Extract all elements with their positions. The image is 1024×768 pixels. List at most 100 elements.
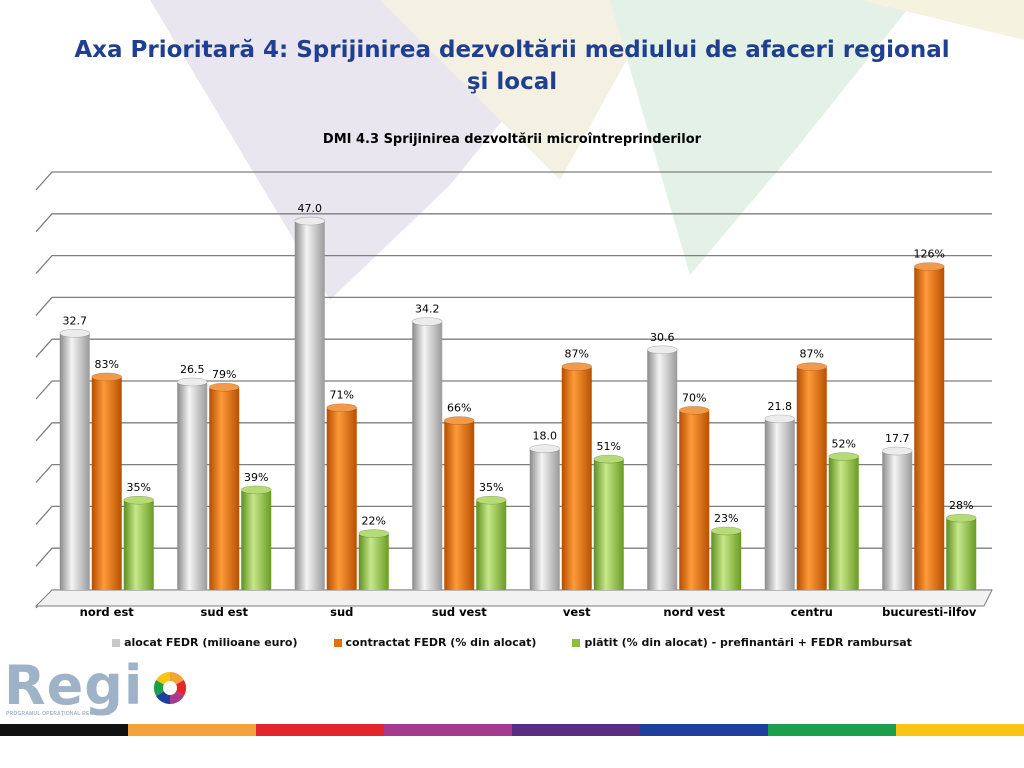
data-label-contractat: 126% — [914, 248, 945, 261]
bar-top-alocat — [529, 444, 561, 454]
bar-contractat — [796, 366, 827, 590]
bar-top-contractat — [561, 362, 593, 371]
slide-title: Axa Prioritară 4: Sprijinirea dezvoltări… — [74, 37, 950, 95]
data-label-platit: 23% — [714, 512, 738, 525]
data-label-contractat: 87% — [565, 348, 589, 361]
bar-top-contractat — [443, 416, 475, 425]
data-label-alocat: 18.0 — [533, 430, 558, 443]
data-label-platit: 52% — [832, 438, 856, 451]
bar-top-platit — [828, 452, 860, 461]
bar-platit — [828, 456, 859, 590]
color-strip-segment — [384, 724, 512, 736]
legend-item-platit: plătit (% din alocat) - prefinantări + F… — [572, 636, 912, 649]
data-label-platit: 35% — [127, 481, 151, 494]
bar-top-alocat — [881, 446, 913, 456]
bar-platit — [123, 500, 154, 590]
bar-alocat — [177, 381, 208, 590]
bar-contractat — [326, 407, 357, 590]
data-label-alocat: 34.2 — [415, 303, 440, 316]
gridlines — [34, 171, 993, 609]
bar-contractat — [209, 387, 240, 590]
bar-platit — [593, 459, 624, 590]
gridline — [35, 296, 992, 316]
chart-title: DMI 4.3 Sprijinirea dezvoltării microînt… — [322, 132, 702, 147]
gridline — [35, 338, 992, 358]
bar-top-contractat — [208, 382, 240, 392]
gridline — [35, 213, 992, 233]
x-tick-label: vest — [563, 605, 591, 619]
data-label-contractat: 70% — [682, 391, 706, 404]
bar-top-platit — [945, 513, 977, 523]
bg-shape-green — [610, 0, 915, 275]
gridline — [35, 463, 992, 484]
bar-alocat — [529, 448, 560, 590]
x-tick-label: nord est — [80, 605, 135, 619]
bar-platit — [946, 518, 977, 590]
x-tick-label: bucuresti-ilfov — [882, 605, 977, 619]
x-tick-label: centru — [791, 605, 833, 619]
bar-top-alocat — [764, 414, 796, 424]
bar-alocat — [412, 321, 443, 590]
data-label-alocat: 32.7 — [63, 314, 88, 327]
data-label-contractat: 87% — [800, 348, 824, 361]
chart-floor — [34, 589, 993, 607]
bar-platit — [711, 530, 742, 590]
color-strip-segment — [640, 724, 768, 736]
x-axis-tick-labels: nord est sud est sud sud vest vest nord vest c… — [80, 605, 977, 619]
logo-flower-icon — [153, 671, 187, 705]
bar-contractat — [561, 366, 592, 590]
bar-top-alocat — [646, 345, 678, 355]
bar-top-contractat — [91, 372, 123, 382]
data-label-alocat: 30.6 — [650, 331, 675, 344]
legend-item-contractat: contractat FEDR (% din alocat) — [333, 636, 537, 649]
bar-top-contractat — [326, 403, 358, 413]
bar-alocat — [882, 451, 913, 590]
bar-alocat — [764, 418, 795, 590]
bar-top-alocat — [294, 216, 326, 226]
bar-top-platit — [475, 495, 507, 505]
color-strip-segment — [896, 724, 1024, 736]
data-label-alocat: 26.5 — [180, 363, 205, 376]
legend-label-platit: plătit (% din alocat) - prefinantări + F… — [584, 636, 912, 649]
gridline — [35, 547, 992, 567]
data-label-contractat: 79% — [212, 368, 236, 381]
data-label-platit: 35% — [479, 481, 503, 494]
bar-contractat — [679, 410, 710, 590]
data-label-contractat: 71% — [330, 389, 354, 402]
bg-shape-cream — [380, 0, 660, 180]
bar-top-contractat — [678, 406, 710, 415]
data-labels: 32.7 83% 35% 26.5 79% 39% 47.0 71% 22% 34.2 66% 35%… — [63, 202, 974, 527]
x-tick-label: sud est — [201, 605, 249, 619]
legend-label-contractat: contractat FEDR (% din alocat) — [345, 636, 537, 649]
data-label-platit: 39% — [244, 471, 268, 484]
x-tick-label: nord vest — [663, 605, 725, 619]
bar-top-alocat — [59, 329, 91, 338]
bar-contractat — [91, 376, 122, 590]
color-strip-segment — [128, 724, 256, 736]
legend-label-alocat: alocat FEDR (milioane euro) — [124, 636, 298, 649]
color-strip-segment — [768, 724, 896, 736]
bars — [59, 216, 977, 591]
bar-top-alocat — [176, 377, 208, 387]
data-label-platit: 51% — [597, 440, 621, 453]
data-label-alocat: 17.7 — [885, 432, 910, 445]
bar-top-platit — [593, 454, 625, 464]
gridline — [35, 505, 992, 525]
data-label-contractat: 66% — [447, 402, 471, 415]
legend-swatch-platit — [572, 638, 581, 647]
bar-alocat — [59, 333, 90, 590]
logo-caption: PROGRAMUL OPERAȚIONAL REGIONAL — [6, 711, 111, 717]
bar-alocat — [647, 349, 678, 590]
bar-top-contractat — [913, 262, 945, 271]
legend-swatch-alocat — [112, 638, 121, 647]
bar-top-platit — [358, 529, 390, 538]
x-tick-label: sud — [330, 605, 353, 619]
x-tick-label: sud vest — [432, 605, 487, 619]
bar-platit — [358, 533, 389, 590]
data-label-contractat: 83% — [95, 358, 119, 371]
bar-top-platit — [710, 526, 742, 536]
data-label-alocat: 21.8 — [768, 400, 793, 413]
gridline — [35, 254, 992, 275]
